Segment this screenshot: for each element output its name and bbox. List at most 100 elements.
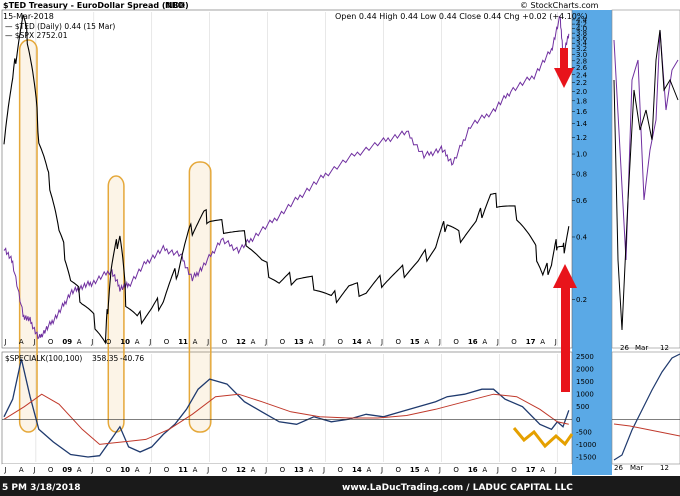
x-ticks: JJAAJJOO0909AAJJOO1010AAJJOO1111AAJJOO12…: [3, 338, 556, 474]
footer-right: www.LaDucTrading.com / LADUC CAPITAL LLC: [342, 483, 573, 493]
y-tick-label: 0.4: [576, 233, 588, 241]
x-tick-label: 09: [62, 338, 72, 346]
x-tick-label-lower: J: [148, 466, 151, 474]
x-tick-label-lower: 16: [468, 466, 478, 474]
x-tick-label: O: [280, 338, 286, 346]
side-specialk-line: [613, 353, 680, 461]
x-tick-label-lower: J: [32, 466, 35, 474]
footer-left: 5 PM 3/18/2018: [2, 483, 81, 493]
y-tick-label: 3.4: [576, 40, 588, 48]
x-tick-label-lower: O: [106, 466, 112, 474]
y-ticks-lower: 2500 2000 1500 1000 500 0 -500 -1000 -1500: [576, 353, 596, 461]
x-tick-label-lower: A: [309, 466, 314, 474]
x-tick-label: J: [264, 338, 267, 346]
y-tick-label: 4.0: [576, 25, 587, 33]
x-tick-label: O: [511, 338, 517, 346]
y-tick-label: 3.2: [576, 45, 587, 53]
x-tick-label: A: [424, 338, 429, 346]
x-tick-label: J: [380, 338, 383, 346]
x-tick-label: A: [19, 338, 24, 346]
x-tick-label-lower: J: [438, 466, 441, 474]
x-tick-label-lower: J: [554, 466, 557, 474]
y-tick-label: 1.6: [576, 108, 588, 116]
x-tick-label-lower: A: [135, 466, 140, 474]
y-tick-label: 2.2: [576, 79, 587, 87]
x-axis-band: [2, 464, 572, 475]
y-tick-label-lower: 2500: [576, 353, 594, 361]
x-tick-label-lower: O: [48, 466, 54, 474]
x-tick-label: A: [482, 338, 487, 346]
side-panel-lower: [611, 351, 680, 465]
side-tick-26: 26: [620, 344, 629, 352]
x-tick-label: 11: [178, 338, 188, 346]
y-tick-label: 3.8: [576, 30, 587, 38]
x-tick-label-lower: O: [280, 466, 286, 474]
y-tick-label: 3.0: [576, 51, 587, 59]
signal-series: [3, 393, 569, 445]
x-tick-label: O: [222, 338, 228, 346]
x-tick-label-lower: J: [3, 466, 6, 474]
x-tick-label-lower: O: [453, 466, 459, 474]
x-tick-label-lower: 13: [294, 466, 304, 474]
chart-date: 15-Mar-2018: [3, 12, 54, 21]
index-tag: INDX: [165, 1, 186, 10]
y-tick-label: 0.6: [576, 197, 588, 205]
x-tick-label: J: [322, 338, 325, 346]
y-tick-label: 3.6: [576, 35, 588, 43]
spx-series: [3, 15, 570, 340]
y-tick-label: 4.2: [576, 21, 587, 29]
y-tick-label: 2.4: [576, 71, 588, 79]
y-tick-label-lower: 500: [576, 403, 589, 411]
y-tick-label-lower: 0: [576, 416, 580, 424]
specialk-value: 358.35: [92, 354, 118, 363]
y-tick-label: 2.6: [576, 64, 588, 72]
x-tick-label-lower: 11: [178, 466, 188, 474]
y-tick-label-lower: 2000: [576, 366, 594, 374]
x-tick-label-lower: 14: [352, 466, 362, 474]
x-tick-label: A: [77, 338, 82, 346]
x-tick-label: A: [135, 338, 140, 346]
x-tick-label-lower: A: [540, 466, 545, 474]
y-tick-label-lower: -1500: [576, 453, 596, 461]
grid-lower: [35, 354, 558, 462]
indicator-panel: [1, 351, 573, 465]
x-tick-label-lower: J: [496, 466, 499, 474]
zigzag-annotation: [512, 427, 574, 449]
x-tick-label-lower: A: [251, 466, 256, 474]
y-tick-label: 1.0: [576, 151, 587, 159]
y-tick-label: 1.8: [576, 97, 587, 105]
x-tick-label-lower: 15: [410, 466, 420, 474]
x-tick-label-lower: A: [424, 466, 429, 474]
x-tick-label-lower: O: [511, 466, 517, 474]
x-tick-label-lower: 17: [526, 466, 536, 474]
x-tick-label-lower: 10: [120, 466, 130, 474]
highlight-box: [188, 161, 212, 433]
x-tick-label: A: [540, 338, 545, 346]
spx-line: [3, 15, 570, 340]
highlight-box: [18, 39, 38, 433]
x-tick-label: A: [193, 338, 198, 346]
x-tick-label-lower: A: [77, 466, 82, 474]
side-tick-12-lower: 12: [660, 464, 669, 472]
side-spx-line: [613, 29, 679, 261]
x-tick-label: J: [32, 338, 35, 346]
price-panel: [1, 9, 573, 349]
x-tick-label: 16: [468, 338, 478, 346]
y-tick-label: 2.8: [576, 57, 587, 65]
down-arrow: [554, 48, 574, 88]
specialk-line: [3, 358, 570, 458]
x-tick-label-lower: J: [380, 466, 383, 474]
side-panel-upper: [611, 9, 680, 349]
x-tick-label: J: [496, 338, 499, 346]
x-tick-label: 13: [294, 338, 304, 346]
x-tick-label-lower: J: [206, 466, 209, 474]
highlight-box: [107, 175, 125, 433]
x-tick-label: J: [554, 338, 557, 346]
ted-line: [3, 14, 570, 345]
x-tick-label: O: [453, 338, 459, 346]
x-tick-label: O: [395, 338, 401, 346]
x-tick-label: 10: [120, 338, 130, 346]
right-axis-strip: [572, 10, 612, 475]
x-tick-label: 14: [352, 338, 362, 346]
